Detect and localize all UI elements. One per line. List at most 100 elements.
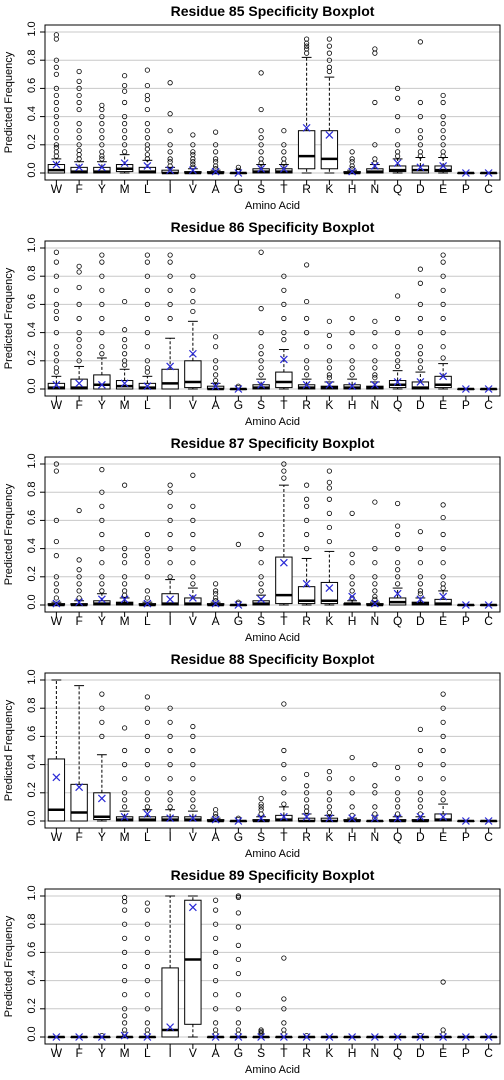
outlier-point — [213, 1021, 217, 1025]
outlier-point — [441, 129, 445, 133]
outlier-point — [418, 798, 422, 802]
outlier-point — [122, 74, 126, 78]
outlier-point — [145, 136, 149, 140]
x-tick-label: P — [462, 182, 470, 196]
outlier-point — [122, 561, 126, 565]
outlier-point — [327, 319, 331, 323]
box-P — [458, 818, 474, 825]
plot-frame — [45, 241, 500, 396]
outlier-point — [282, 476, 286, 480]
outlier-point — [441, 253, 445, 257]
outlier-point — [350, 552, 354, 556]
x-tick-label: F — [75, 830, 82, 844]
outlier-point — [373, 582, 377, 586]
outlier-point — [122, 83, 126, 87]
box-K — [321, 37, 337, 173]
outlier-point — [373, 805, 377, 809]
outlier-point — [350, 157, 354, 161]
box-N — [367, 500, 383, 607]
outlier-point — [122, 589, 126, 593]
plot-frame — [45, 457, 500, 612]
outlier-point — [77, 79, 81, 83]
outlier-point — [304, 316, 308, 320]
outlier-point — [259, 71, 263, 75]
outlier-point — [168, 260, 172, 264]
outlier-point — [418, 561, 422, 565]
outlier-point — [441, 316, 445, 320]
y-axis-label: Predicted Frequency — [3, 483, 15, 585]
outlier-point — [236, 165, 240, 169]
outlier-point — [100, 720, 104, 724]
x-tick-label: F — [75, 614, 82, 628]
outlier-point — [122, 593, 126, 597]
x-tick-label: W — [51, 830, 63, 844]
y-tick-label: 0.2 — [26, 782, 38, 797]
outlier-point — [145, 93, 149, 97]
outlier-point — [213, 345, 217, 349]
outlier-point — [395, 501, 399, 505]
outlier-point — [191, 288, 195, 292]
outlier-point — [441, 720, 445, 724]
mean-marker — [349, 593, 356, 600]
box-W — [48, 250, 64, 389]
outlier-point — [418, 589, 422, 593]
chart-panel-residue-4: Residue 88 Specificity Boxplot0.00.20.40… — [3, 651, 500, 860]
x-tick-label: Q — [393, 614, 402, 628]
outlier-point — [191, 309, 195, 313]
outlier-point — [304, 366, 308, 370]
outlier-point — [213, 1028, 217, 1032]
outlier-point — [122, 553, 126, 557]
outlier-point — [100, 103, 104, 107]
outlier-point — [77, 582, 81, 586]
x-tick-label: R — [302, 182, 311, 196]
outlier-point — [441, 260, 445, 264]
outlier-point — [350, 373, 354, 377]
outlier-point — [77, 148, 81, 152]
x-tick-label: G — [234, 614, 243, 628]
outlier-point — [441, 503, 445, 507]
outlier-point — [145, 553, 149, 557]
box-V — [185, 724, 201, 821]
x-tick-label: F — [75, 398, 82, 412]
outlier-point — [304, 483, 308, 487]
outlier-point — [54, 469, 58, 473]
outlier-point — [191, 798, 195, 802]
box-body — [48, 759, 64, 821]
outlier-point — [122, 150, 126, 154]
outlier-point — [441, 1028, 445, 1032]
outlier-point — [122, 345, 126, 349]
x-tick-label: A — [212, 1046, 220, 1060]
outlier-point — [373, 366, 377, 370]
outlier-point — [145, 147, 149, 151]
box-C — [480, 386, 496, 393]
outlier-point — [168, 288, 172, 292]
x-tick-label: N — [371, 1046, 380, 1060]
outlier-point — [395, 805, 399, 809]
box-R — [298, 37, 314, 173]
box-L — [139, 532, 155, 607]
box-M — [116, 726, 132, 821]
outlier-point — [259, 366, 263, 370]
outlier-point — [282, 802, 286, 806]
x-tick-label: I — [168, 398, 171, 412]
x-tick-label: I — [168, 182, 171, 196]
outlier-point — [418, 748, 422, 752]
box-E — [435, 93, 451, 173]
box-P — [458, 170, 474, 177]
outlier-point — [122, 337, 126, 341]
outlier-point — [77, 568, 81, 572]
outlier-point — [259, 345, 263, 349]
outlier-point — [236, 957, 240, 961]
box-T — [276, 462, 292, 605]
x-tick-label: C — [484, 830, 493, 844]
outlier-point — [54, 309, 58, 313]
outlier-point — [282, 748, 286, 752]
outlier-point — [327, 769, 331, 773]
x-tick-label: A — [212, 614, 220, 628]
outlier-point — [282, 288, 286, 292]
chart-panel-residue-2: Residue 86 Specificity Boxplot0.00.20.40… — [3, 219, 500, 428]
box-body — [71, 784, 87, 821]
x-tick-label: A — [212, 830, 220, 844]
box-K — [321, 1034, 337, 1041]
outlier-point — [259, 157, 263, 161]
